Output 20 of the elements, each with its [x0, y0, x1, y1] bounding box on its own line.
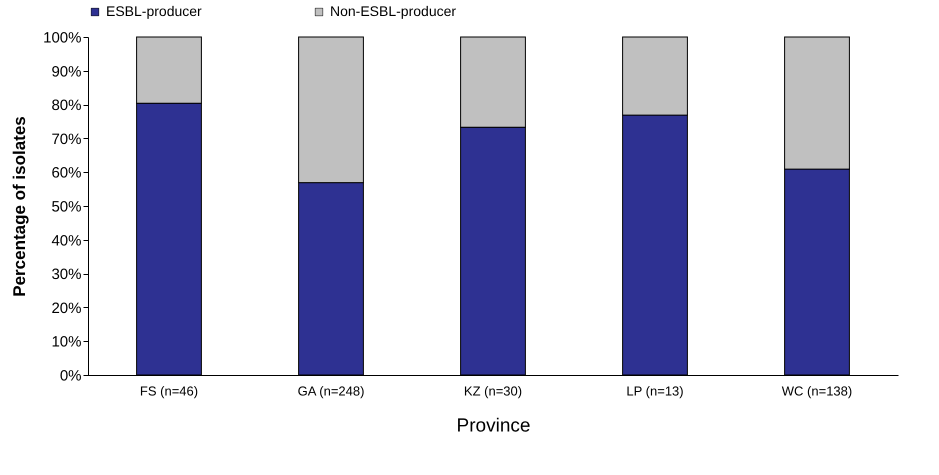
y-tick-label: 30% — [51, 266, 82, 284]
y-tick-label: 10% — [51, 334, 82, 351]
y-tick-label: 0% — [60, 368, 82, 384]
legend-label: ESBL-producer — [106, 3, 202, 19]
x-axis-title: Province — [456, 416, 530, 436]
y-tick-label: 50% — [51, 198, 82, 216]
x-tick-label: WC (n=138) — [782, 384, 852, 398]
y-tick-label: 60% — [51, 164, 82, 182]
x-tick-label: LP (n=13) — [626, 384, 684, 398]
y-tick-label: 70% — [51, 130, 82, 148]
y-axis-title: Percentage of isolates — [10, 116, 30, 297]
x-tick-label: FS (n=46) — [140, 384, 198, 398]
y-tick-label: 20% — [51, 300, 82, 317]
y-tick-label: 100% — [43, 30, 82, 46]
y-tick-label: 40% — [51, 232, 82, 250]
y-tick-label: 90% — [51, 63, 82, 80]
x-tick-label: GA (n=248) — [298, 384, 364, 398]
y-tick-label: 80% — [51, 97, 82, 114]
legend-label: Non-ESBL-producer — [330, 3, 456, 19]
x-tick-label: KZ (n=30) — [464, 384, 522, 398]
